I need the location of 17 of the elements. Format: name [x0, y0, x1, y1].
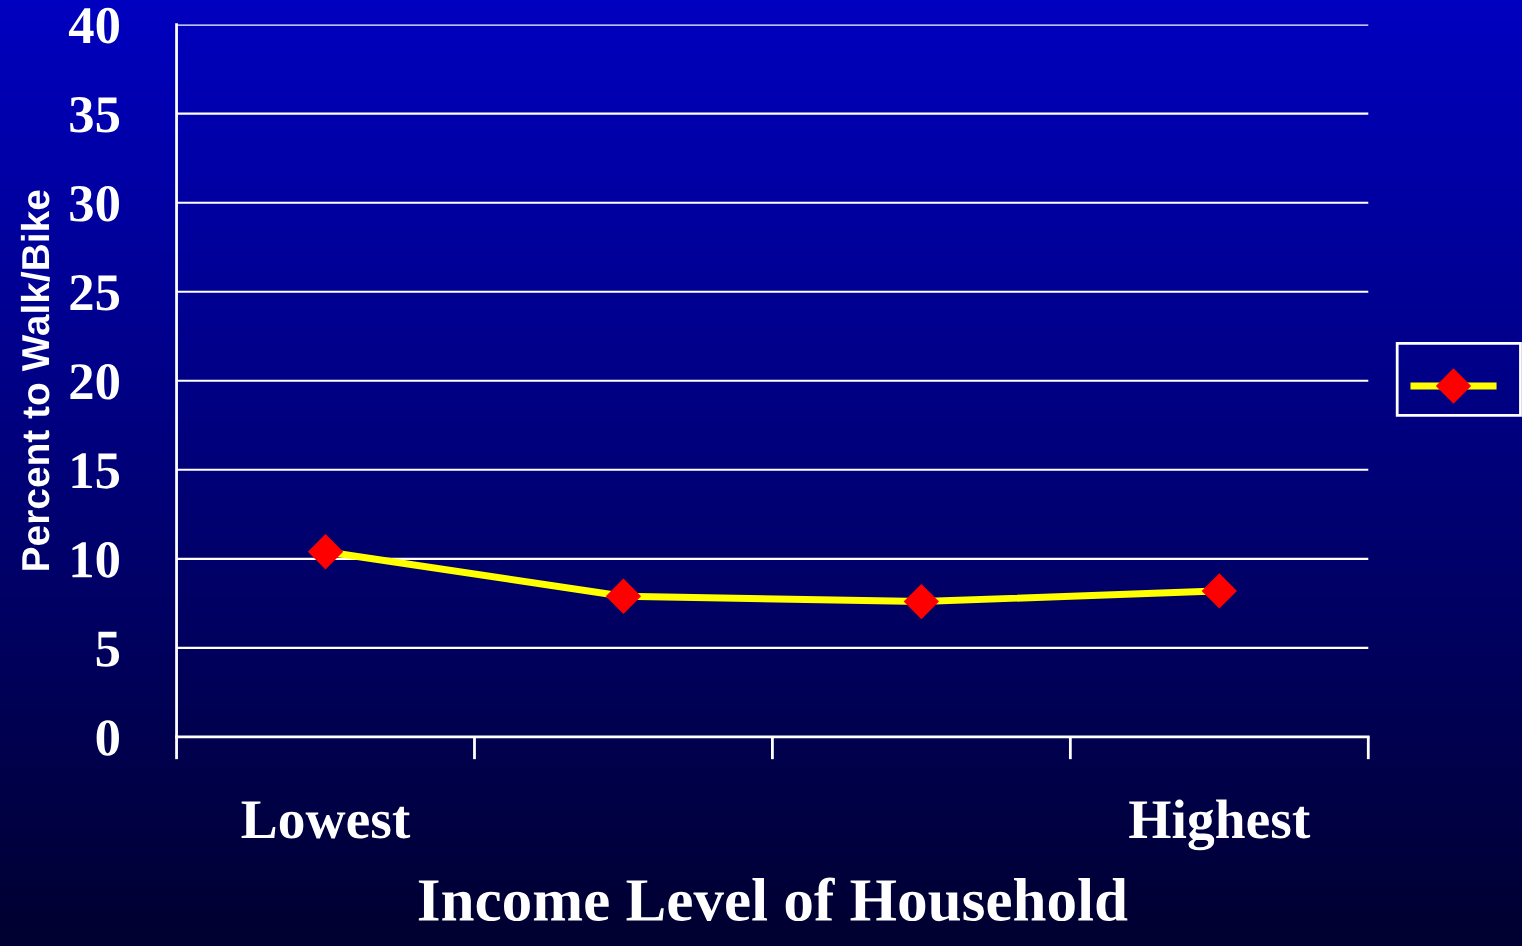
- x-tick-label: Lowest: [241, 801, 411, 839]
- y-tick-label: 10: [72, 542, 119, 578]
- point: [903, 584, 939, 619]
- x-tick-label: Highest: [1129, 799, 1311, 851]
- point: [606, 578, 641, 614]
- y-tick-label: 35: [70, 97, 120, 133]
- y-tick-label: 20: [70, 363, 119, 400]
- y-tick-label: 15: [72, 453, 120, 489]
- x-axis-title: Income Level of Household: [418, 877, 1128, 922]
- point: [1201, 573, 1237, 609]
- y-axis-title: Percent to Walk/Bike: [20, 190, 50, 570]
- y-tick-label: 25: [70, 275, 120, 311]
- y-tick-label: 5: [96, 631, 120, 667]
- y-tick-label: 30: [70, 185, 119, 222]
- y-tick-label: 0: [96, 720, 119, 756]
- point: [308, 534, 343, 570]
- y-tick-label: 40: [68, 7, 119, 44]
